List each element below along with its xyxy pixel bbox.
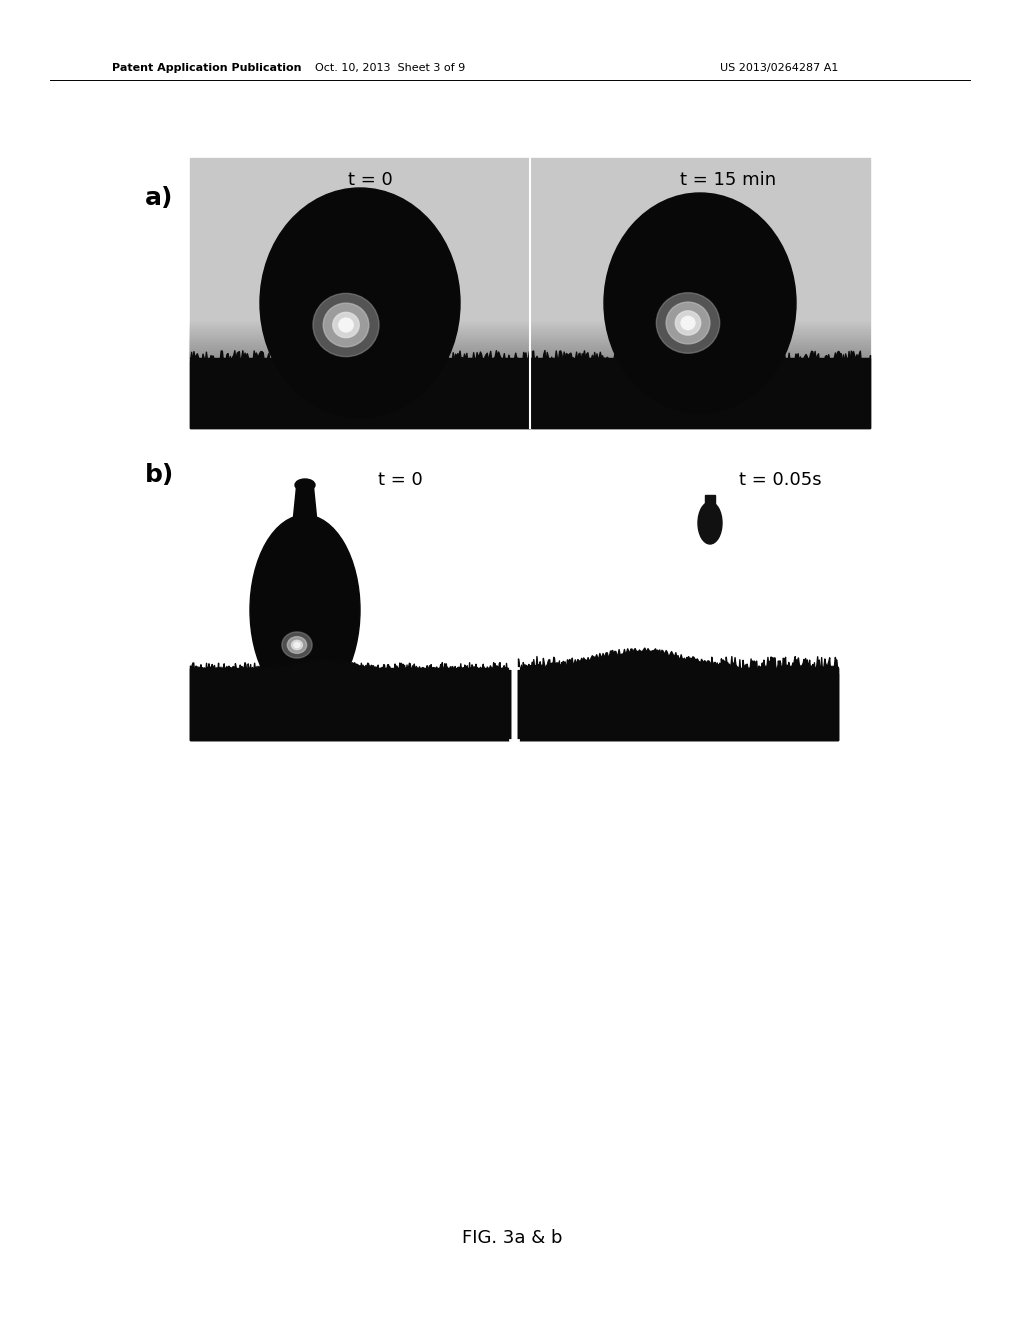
Ellipse shape (260, 187, 460, 418)
Ellipse shape (705, 503, 715, 511)
Ellipse shape (681, 317, 695, 330)
Ellipse shape (324, 304, 369, 347)
Ellipse shape (288, 636, 306, 653)
Ellipse shape (313, 293, 379, 356)
Bar (518, 668, 838, 741)
Ellipse shape (292, 640, 302, 649)
Ellipse shape (676, 312, 700, 335)
Ellipse shape (333, 313, 359, 338)
Bar (190, 158, 870, 428)
Text: a): a) (145, 186, 173, 210)
PathPatch shape (291, 484, 319, 535)
Text: Patent Application Publication: Patent Application Publication (112, 63, 301, 73)
Text: t = 0: t = 0 (347, 172, 392, 189)
Ellipse shape (295, 479, 315, 491)
Text: b): b) (145, 463, 174, 487)
Text: Oct. 10, 2013  Sheet 3 of 9: Oct. 10, 2013 Sheet 3 of 9 (314, 63, 465, 73)
Text: t = 0: t = 0 (378, 471, 422, 488)
Ellipse shape (339, 318, 353, 331)
Ellipse shape (656, 293, 720, 354)
Text: t = 15 min: t = 15 min (680, 172, 776, 189)
Text: t = 0.05s: t = 0.05s (738, 471, 821, 488)
Bar (190, 668, 510, 741)
Text: FIG. 3a & b: FIG. 3a & b (462, 1229, 562, 1247)
Bar (190, 358, 870, 428)
Ellipse shape (666, 302, 710, 345)
Ellipse shape (604, 193, 796, 413)
Ellipse shape (294, 643, 300, 648)
Text: US 2013/0264287 A1: US 2013/0264287 A1 (720, 63, 839, 73)
Ellipse shape (250, 515, 360, 705)
Ellipse shape (698, 502, 722, 544)
Ellipse shape (282, 632, 312, 659)
Bar (705, 495, 715, 507)
